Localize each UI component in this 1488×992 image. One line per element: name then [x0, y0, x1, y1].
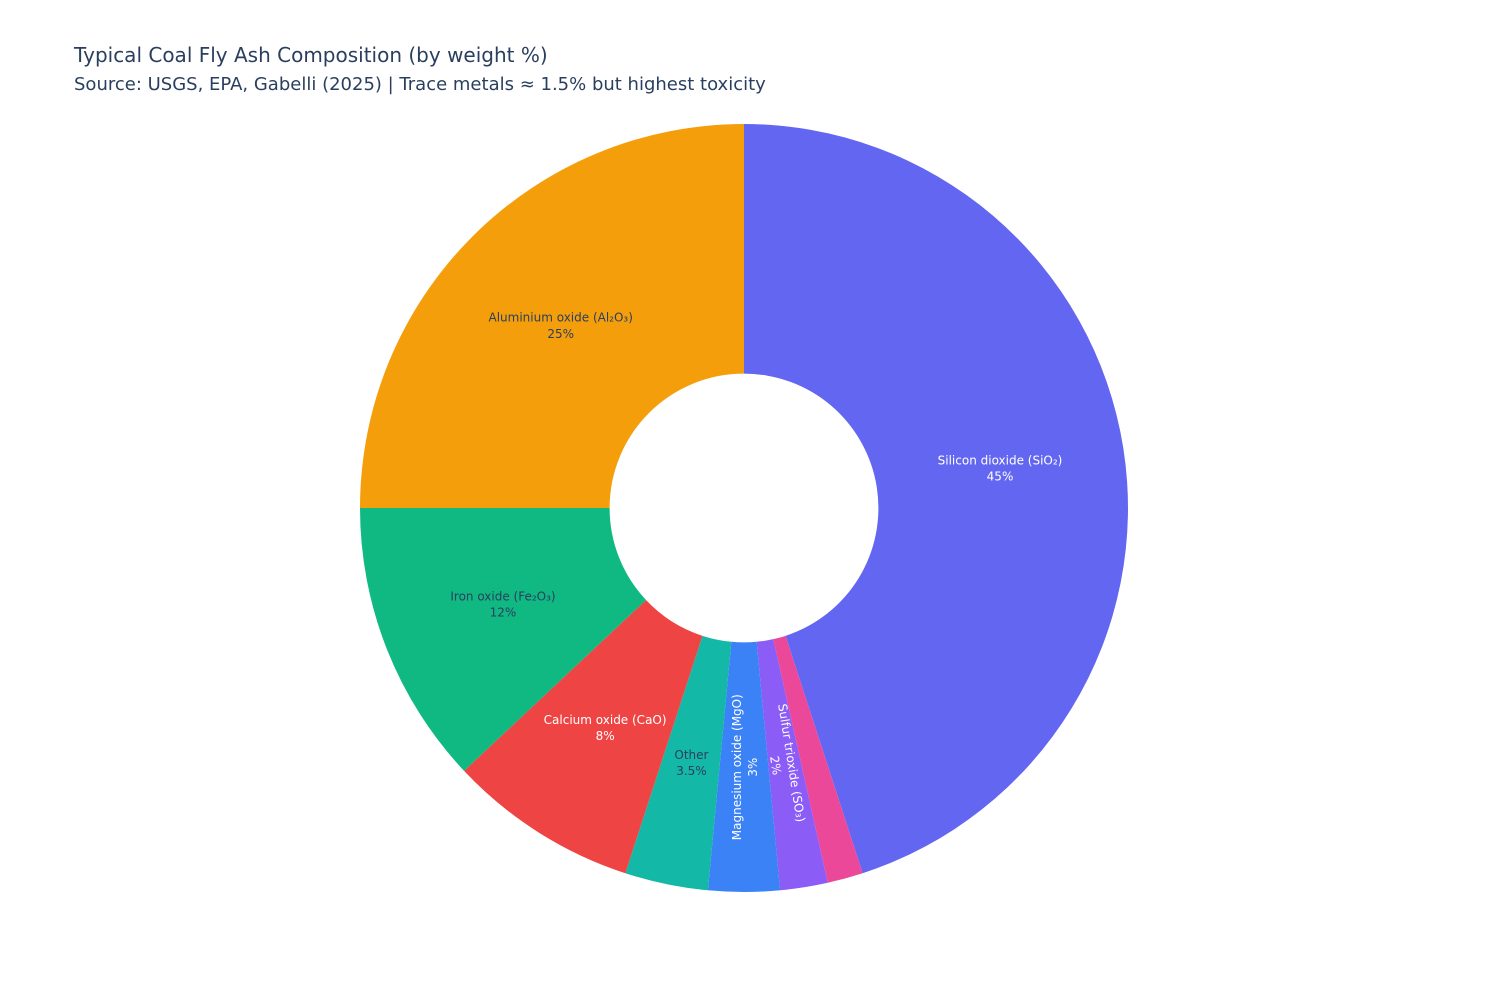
- slice-label: Magnesium oxide (MgO) 3%: [730, 694, 760, 840]
- slice: [625, 635, 732, 891]
- slice: [707, 641, 781, 892]
- slice: [773, 635, 863, 883]
- slice-category: Iron oxide (Fe₂O₃): [450, 589, 555, 603]
- slice: [464, 600, 703, 874]
- slice-category: Silicon dioxide (SiO₂): [938, 453, 1063, 467]
- slice-category: Other: [674, 748, 708, 762]
- slice-category: Aluminium oxide (Al₂O₃): [489, 311, 633, 325]
- slice-label: Silicon dioxide (SiO₂) 45%: [938, 453, 1063, 483]
- slice-category: Magnesium oxide (MgO): [730, 694, 744, 840]
- slice-category: Calcium oxide (CaO): [544, 713, 667, 727]
- slice-label: Aluminium oxide (Al₂O₃) 25%: [489, 311, 633, 341]
- slice-value: 3%: [746, 758, 760, 777]
- slice-label: Other 3.5%: [674, 748, 708, 778]
- slice-value: 25%: [547, 327, 574, 341]
- slice-label: Iron oxide (Fe₂O₃) 12%: [450, 589, 555, 619]
- slice: [360, 124, 744, 508]
- chart-subtitle: Source: USGS, EPA, Gabelli (2025) | Trac…: [74, 74, 766, 95]
- slice-value: 2%: [767, 755, 784, 776]
- slice-value: 8%: [596, 729, 615, 743]
- slice: [360, 508, 647, 771]
- slice-value: 45%: [987, 470, 1014, 484]
- slice: [756, 639, 828, 891]
- slice-value: 12%: [490, 606, 517, 620]
- chart-title: Typical Coal Fly Ash Composition (by wei…: [73, 43, 548, 67]
- slice-label: Calcium oxide (CaO) 8%: [544, 713, 667, 743]
- slice-value: 3.5%: [676, 764, 707, 778]
- slice: [744, 124, 1128, 874]
